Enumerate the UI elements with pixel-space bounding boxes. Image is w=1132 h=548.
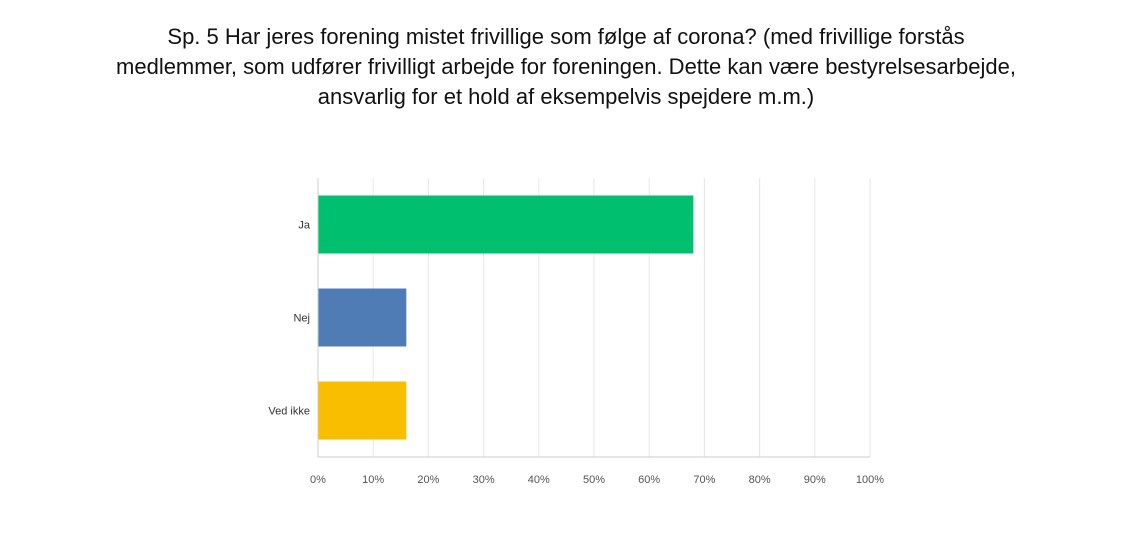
x-tick-label: 100% xyxy=(856,474,884,486)
labels: 0% 10% 20% 30% 40% 50% 60% 70% 80% 90% 100% Ja Nej Ve… xyxy=(268,220,884,487)
x-tick-label: 30% xyxy=(473,474,495,486)
category-label: Nej xyxy=(293,313,310,325)
x-tick-label: 50% xyxy=(583,474,605,486)
x-tick-label: 70% xyxy=(693,474,715,486)
x-tick-label: 40% xyxy=(528,474,550,486)
bar xyxy=(318,381,407,440)
chart-title: Sp. 5 Har jeres forening mistet frivilli… xyxy=(116,24,1016,109)
bar xyxy=(318,195,694,254)
bar xyxy=(318,288,407,347)
category-label: Ja xyxy=(298,220,311,232)
axes xyxy=(317,178,870,458)
x-tick-label: 80% xyxy=(749,474,771,486)
x-tick-label: 60% xyxy=(638,474,660,486)
x-tick-label: 90% xyxy=(804,474,826,486)
category-label: Ved ikke xyxy=(268,406,310,418)
x-tick-label: 20% xyxy=(417,474,439,486)
bars xyxy=(318,195,694,440)
x-tick-label: 10% xyxy=(362,474,384,486)
x-tick-label: 0% xyxy=(310,474,326,486)
